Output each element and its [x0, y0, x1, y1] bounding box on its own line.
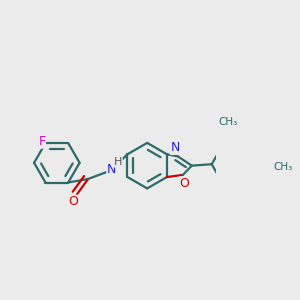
Text: O: O — [68, 195, 78, 208]
Text: CH₃: CH₃ — [218, 117, 238, 127]
Text: CH₃: CH₃ — [273, 162, 292, 172]
Text: H: H — [114, 157, 122, 167]
Text: F: F — [38, 135, 46, 148]
Text: N: N — [107, 163, 116, 176]
Text: N: N — [170, 141, 180, 154]
Text: O: O — [179, 177, 189, 190]
